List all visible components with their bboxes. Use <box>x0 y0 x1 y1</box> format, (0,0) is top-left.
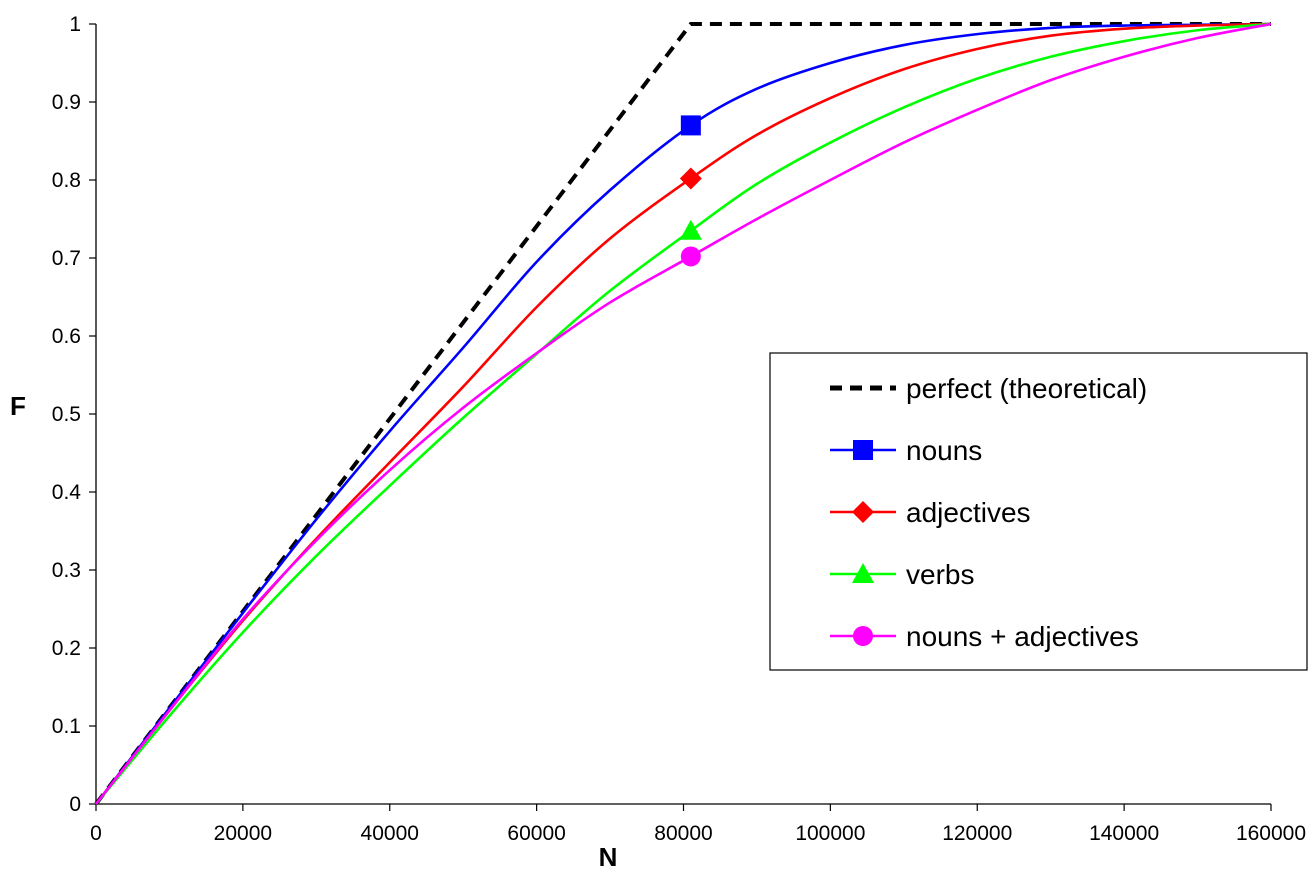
legend-item-perfect-theoretical: perfect (theoretical) <box>830 373 1147 404</box>
legend-label: perfect (theoretical) <box>906 373 1147 404</box>
x-axis-ticks: 0 20000 40000 60000 80000 100000 120000 140000 1… <box>90 804 1306 845</box>
y-tick-label: 0.4 <box>52 481 82 504</box>
data-point-marker-nouns <box>680 115 701 136</box>
x-tick-label: 120000 <box>942 822 1012 845</box>
y-tick-label: 0.7 <box>52 247 81 270</box>
series-nouns <box>94 22 1272 805</box>
series-layer <box>94 22 1272 806</box>
y-tick-label: 0.6 <box>52 325 81 348</box>
x-tick-label: 0 <box>90 822 102 845</box>
legend-label: nouns + adjectives <box>906 621 1139 652</box>
y-tick-label: 0.2 <box>52 637 81 660</box>
x-tick-label: 80000 <box>654 822 712 845</box>
y-tick-label: 0.8 <box>52 169 81 192</box>
y-tick-label: 0.9 <box>52 91 81 114</box>
x-tick-label: 20000 <box>214 822 272 845</box>
legend-marker <box>853 440 873 460</box>
x-tick-label: 40000 <box>361 822 419 845</box>
legend-label: nouns <box>906 435 982 466</box>
y-axis-title: F <box>10 391 26 421</box>
legend-marker <box>852 563 874 583</box>
series-perfect-theoretical <box>94 22 1271 806</box>
x-tick-label: 160000 <box>1236 822 1306 845</box>
x-tick-label: 140000 <box>1089 822 1159 845</box>
series-line-perfect-theoretical <box>94 22 1271 806</box>
legend-marker <box>852 501 874 523</box>
legend-item-nouns-adjectives: nouns + adjectives <box>830 621 1139 652</box>
y-tick-label: 0.3 <box>52 559 81 582</box>
series-line-verbs <box>95 22 1272 805</box>
y-tick-label: 1 <box>69 13 81 36</box>
y-tick-label: 0.5 <box>52 403 81 426</box>
data-point-marker-adjectives <box>679 167 702 190</box>
legend-item-adjectives: adjectives <box>830 497 1031 528</box>
data-point-marker-nouns-adjectives <box>680 246 701 267</box>
y-tick-label: 0 <box>69 793 81 816</box>
data-point-marker-verbs <box>679 219 702 240</box>
legend: perfect (theoretical) nouns adjectives verb… <box>769 352 1308 671</box>
legend-label: adjectives <box>906 497 1031 528</box>
series-nouns-adjectives <box>94 22 1272 805</box>
axes: 0 20000 40000 60000 80000 100000 120000 140000 1… <box>52 13 1306 845</box>
legend-items: perfect (theoretical) nouns adjectives verb… <box>830 373 1147 652</box>
series-line-nouns-adjectives <box>94 22 1272 805</box>
legend-marker <box>853 626 873 646</box>
series-line-nouns <box>94 22 1272 805</box>
legend-label: verbs <box>906 559 974 590</box>
x-tick-label: 100000 <box>795 822 865 845</box>
series-verbs <box>95 22 1272 805</box>
y-axis-ticks: 0 0.1 0.2 0.3 0.4 0.5 0.6 0.7 0.8 0.9 1 <box>52 13 96 816</box>
legend-item-nouns: nouns <box>830 435 982 466</box>
x-tick-label: 60000 <box>507 822 565 845</box>
x-axis-title: N <box>599 842 618 872</box>
legend-item-verbs: verbs <box>830 559 974 590</box>
y-tick-label: 0.1 <box>52 715 81 738</box>
